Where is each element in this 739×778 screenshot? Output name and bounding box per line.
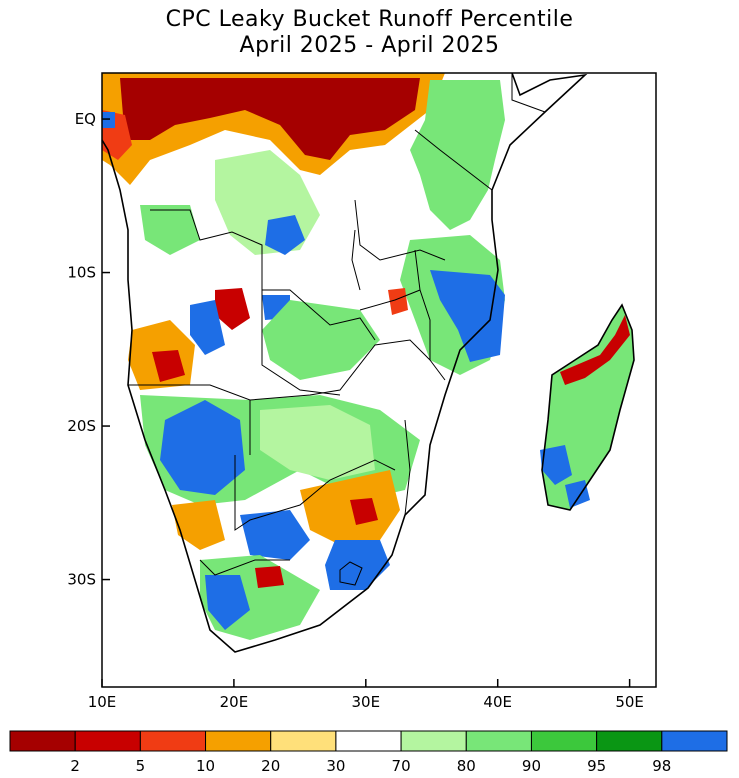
dry-spot-angola-central — [215, 288, 250, 330]
map-border — [101, 72, 657, 688]
madagascar-coastline — [541, 303, 635, 511]
legend-swatch — [465, 730, 532, 752]
lon-tick-label: 50E — [615, 693, 644, 711]
dry-region-south-africa-north — [300, 470, 400, 545]
very-wet-spot-congo — [265, 215, 305, 255]
longitude-axis: 10E 20E 30E 40E 50E — [88, 679, 644, 711]
legend-boundary-label: 98 — [652, 757, 671, 775]
legend-swatch — [270, 730, 337, 752]
lat-tick-label: 20S — [67, 417, 96, 435]
legend-boundary-label: 70 — [392, 757, 411, 775]
legend-swatch — [400, 730, 467, 752]
lon-tick-label: 40E — [483, 693, 512, 711]
dry-spot-zambia — [388, 288, 408, 315]
very-dry-spot-south-africa — [350, 498, 378, 525]
very-wet-region-south-africa-east — [325, 540, 390, 590]
wet-region-angola-north — [140, 205, 200, 255]
moderate-wet-region-botswana — [260, 405, 375, 480]
legend-swatch — [596, 730, 663, 752]
very-wet-spot-angola — [190, 300, 225, 355]
legend-swatch — [530, 730, 598, 752]
coastlines — [101, 72, 635, 653]
lon-tick-label: 30E — [352, 693, 381, 711]
africa-coastline — [101, 72, 588, 653]
legend-boundary-label: 80 — [457, 757, 476, 775]
very-wet-region-mozambique-north — [430, 270, 505, 362]
legend-swatch — [139, 730, 207, 752]
lat-tick-label: 10S — [67, 264, 96, 282]
legend-swatch — [74, 730, 141, 752]
very-wet-spot-kenya — [102, 112, 115, 128]
lon-tick-label: 10E — [88, 693, 117, 711]
legend-boundary-label: 90 — [522, 757, 541, 775]
very-wet-region-south-africa-central — [240, 510, 310, 560]
legend-swatch — [335, 730, 402, 752]
lon-tick-label: 20E — [220, 693, 249, 711]
very-wet-spot-madagascar-south — [565, 480, 590, 508]
percentile-field — [102, 73, 634, 652]
map-title: CPC Leaky Bucket Runoff Percentile — [165, 7, 574, 32]
percentile-legend: 2 5 10 20 30 70 80 90 95 98 — [9, 730, 728, 775]
lat-tick-label: 30S — [67, 571, 96, 589]
legend-swatch — [205, 730, 272, 752]
legend-boundary-label: 95 — [587, 757, 606, 775]
latitude-axis: EQ 10S 20S 30S — [67, 110, 110, 589]
legend-boundary-label: 5 — [136, 757, 146, 775]
very-dry-spot-cape — [255, 566, 284, 588]
map-subtitle: April 2025 - April 2025 — [239, 33, 500, 58]
very-dry-region-north — [120, 78, 420, 160]
legend-swatch — [9, 730, 76, 752]
dry-region-namibia-south — [172, 500, 225, 550]
legend-boundary-label: 30 — [326, 757, 345, 775]
country-borders — [128, 73, 546, 586]
very-wet-spot-madagascar — [540, 445, 572, 485]
very-wet-region-cape — [205, 575, 250, 630]
legend-boundary-label: 2 — [70, 757, 80, 775]
very-wet-region-namibia — [160, 400, 245, 495]
legend-swatch — [661, 730, 728, 752]
very-dry-spot-angola — [152, 350, 185, 382]
wet-region-east-africa — [410, 80, 505, 230]
very-dry-region-madagascar-north — [560, 315, 630, 385]
legend-boundary-label: 10 — [196, 757, 215, 775]
lat-tick-label: EQ — [75, 110, 96, 128]
legend-boundary-label: 20 — [261, 757, 280, 775]
